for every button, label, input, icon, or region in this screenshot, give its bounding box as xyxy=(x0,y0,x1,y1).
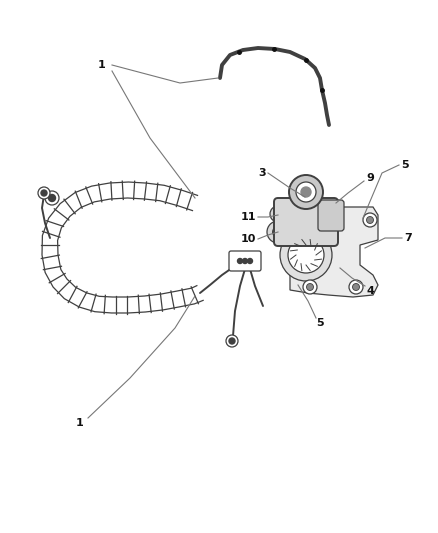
Circle shape xyxy=(349,280,363,294)
Circle shape xyxy=(353,284,360,290)
Circle shape xyxy=(280,229,332,281)
Text: 4: 4 xyxy=(366,286,374,296)
Text: 9: 9 xyxy=(366,173,374,183)
Text: 11: 11 xyxy=(240,212,256,222)
Circle shape xyxy=(267,221,289,243)
Text: 10: 10 xyxy=(240,234,256,244)
Text: 5: 5 xyxy=(316,318,324,328)
Circle shape xyxy=(49,195,56,201)
Circle shape xyxy=(229,338,235,344)
Circle shape xyxy=(247,259,252,263)
Circle shape xyxy=(367,216,374,223)
Circle shape xyxy=(363,213,377,227)
FancyBboxPatch shape xyxy=(229,251,261,271)
Circle shape xyxy=(307,284,314,290)
FancyBboxPatch shape xyxy=(274,198,338,246)
Circle shape xyxy=(289,175,323,209)
Text: 3: 3 xyxy=(258,168,266,178)
Circle shape xyxy=(41,190,47,196)
Circle shape xyxy=(237,259,243,263)
Circle shape xyxy=(274,210,282,218)
Text: 1: 1 xyxy=(98,60,106,70)
Circle shape xyxy=(226,335,238,347)
Circle shape xyxy=(303,280,317,294)
Circle shape xyxy=(288,237,324,273)
Text: 7: 7 xyxy=(404,233,412,243)
Text: 5: 5 xyxy=(401,160,409,170)
Circle shape xyxy=(296,182,316,202)
Circle shape xyxy=(38,187,50,199)
Circle shape xyxy=(270,206,286,222)
Polygon shape xyxy=(290,207,378,297)
Circle shape xyxy=(45,191,59,205)
Circle shape xyxy=(301,187,311,197)
Circle shape xyxy=(243,259,247,263)
Circle shape xyxy=(272,227,283,238)
Text: 1: 1 xyxy=(76,418,84,428)
FancyBboxPatch shape xyxy=(318,200,344,231)
